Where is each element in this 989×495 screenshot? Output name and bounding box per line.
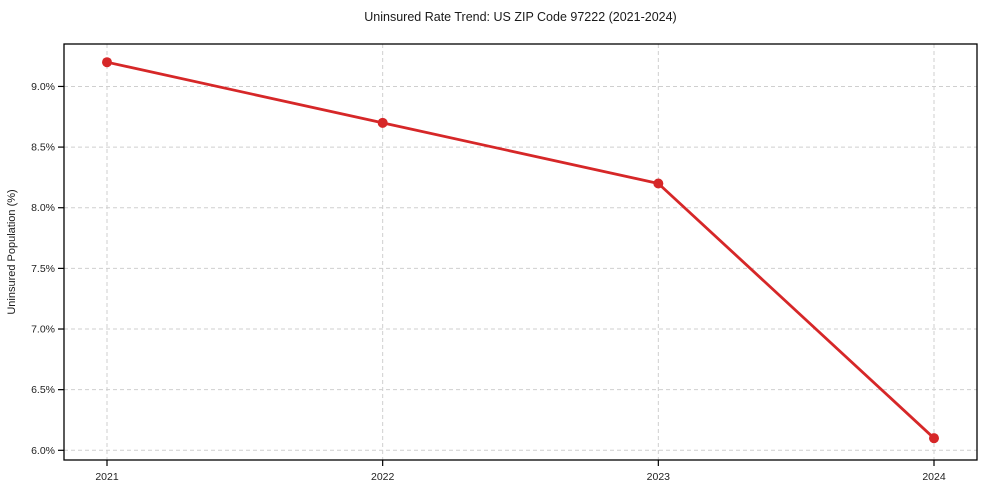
x-tick-label: 2021 <box>95 471 119 483</box>
data-point-2022 <box>377 117 388 128</box>
plot-border <box>63 43 978 461</box>
trend-line <box>105 60 936 440</box>
y-axis-label: Uninsured Population (%) <box>6 189 18 314</box>
series-uninsured-rate <box>102 57 939 444</box>
axis-ticks: 6.0% 6.5% 7.0% 7.5% 8.0% 8.5% 9.0% 2021 2022 2023… <box>31 81 946 483</box>
y-tick-label: 9.0% <box>31 81 55 93</box>
y-tick-label: 6.5% <box>31 384 55 396</box>
x-tick-label: 2024 <box>922 471 946 483</box>
gridlines <box>64 44 977 460</box>
data-point-2024 <box>929 433 939 444</box>
y-tick-label: 6.0% <box>31 445 55 457</box>
y-tick-label: 8.5% <box>31 142 55 154</box>
data-point-2021 <box>102 57 112 68</box>
x-tick-label: 2022 <box>371 471 395 483</box>
y-tick-label: 7.0% <box>31 324 55 336</box>
y-tick-label: 8.0% <box>31 202 55 214</box>
x-tick-label: 2023 <box>647 471 671 483</box>
data-point-2023 <box>653 178 664 189</box>
y-tick-label: 7.5% <box>31 263 55 275</box>
chart-title: Uninsured Rate Trend: US ZIP Code 97222 … <box>364 10 676 24</box>
